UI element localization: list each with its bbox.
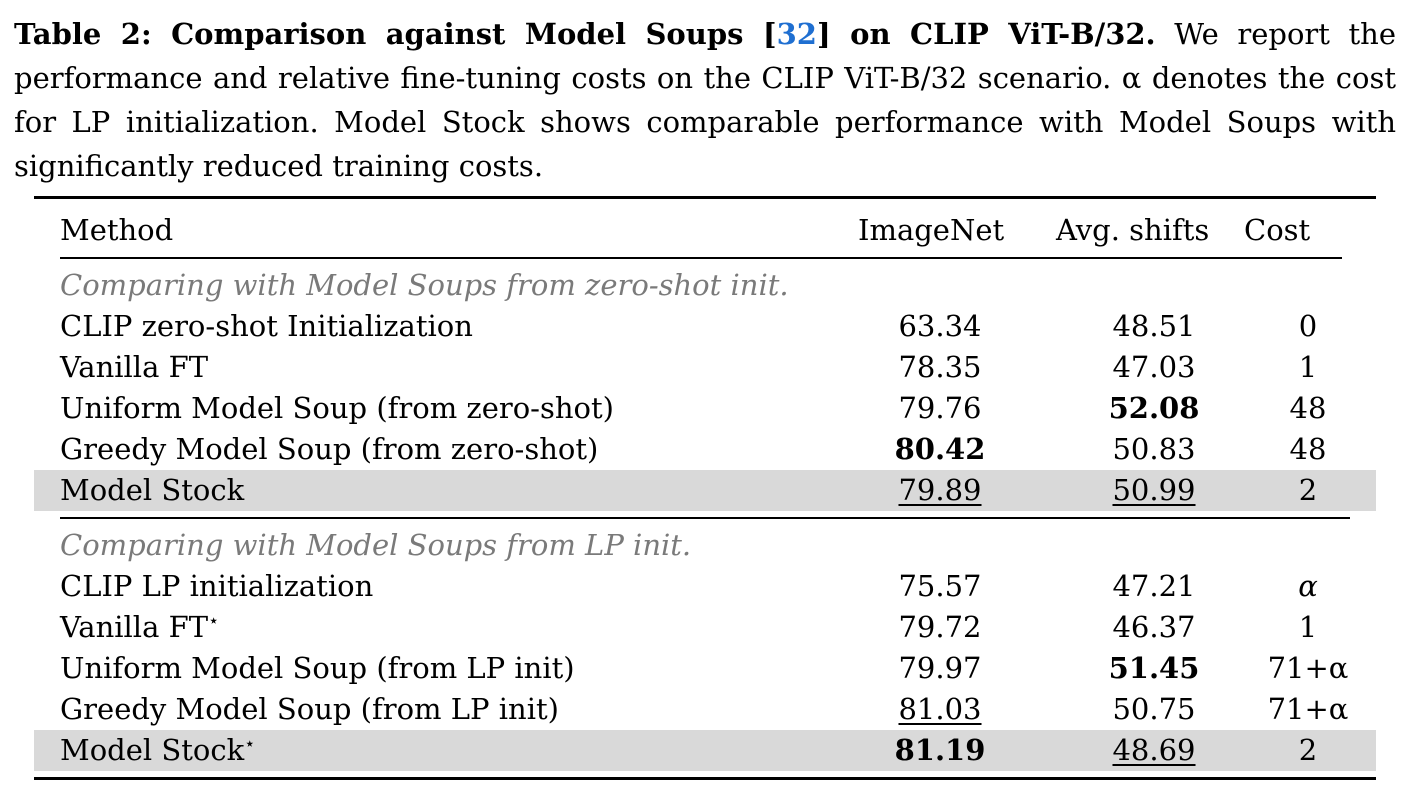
table-row: Greedy Model Soup (from LP init) 81.03 5… bbox=[34, 689, 1376, 730]
imagenet-cell-best: 80.42 bbox=[894, 432, 986, 466]
imagenet-cell: 79.97 bbox=[898, 651, 982, 685]
table-row-highlighted: Model Stock⋆ 81.19 48.69 2 bbox=[34, 730, 1376, 771]
imagenet-cell-second: 79.89 bbox=[858, 470, 1022, 511]
method-text: Model Stock bbox=[60, 733, 245, 767]
method-text: Vanilla FT bbox=[60, 610, 209, 644]
method-cell: Greedy Model Soup (from LP init) bbox=[60, 692, 559, 726]
imagenet-value: 79.89 bbox=[898, 473, 982, 507]
method-cell: CLIP zero-shot Initialization bbox=[60, 309, 473, 343]
group-label-lp: Comparing with Model Soups from LP init. bbox=[60, 528, 692, 562]
table-bottom-spacer bbox=[34, 771, 1376, 777]
shifts-cell: 47.03 bbox=[1112, 350, 1196, 384]
caption-label-end: ] on CLIP ViT-B/32. bbox=[816, 17, 1156, 51]
imagenet-cell-second: 81.03 bbox=[858, 689, 1022, 730]
method-cell: CLIP LP initialization bbox=[60, 569, 374, 603]
imagenet-cell: 78.35 bbox=[898, 350, 982, 384]
shifts-cell-best: 51.45 bbox=[1108, 651, 1200, 685]
star-marker: ⋆ bbox=[244, 733, 256, 755]
method-cell: Model Stock bbox=[60, 473, 245, 507]
imagenet-value: 81.03 bbox=[898, 692, 982, 726]
shifts-cell-second: 50.99 bbox=[1056, 470, 1252, 511]
method-cell: Vanilla FT bbox=[60, 350, 209, 384]
cost-cell: 48 bbox=[1289, 391, 1327, 425]
table-header-row: Method ImageNet Avg. shifts Cost bbox=[60, 199, 1342, 259]
shifts-value: 48.69 bbox=[1112, 733, 1196, 767]
cost-cell: 1 bbox=[1298, 350, 1318, 384]
group-separator bbox=[60, 517, 1350, 519]
shifts-cell-second: 48.69 bbox=[1056, 730, 1252, 771]
method-cell: Vanilla FT⋆ bbox=[60, 607, 219, 648]
table-caption: Table 2: Comparison against Model Soups … bbox=[14, 12, 1396, 188]
method-cell: Greedy Model Soup (from zero-shot) bbox=[60, 432, 599, 466]
table-row: Greedy Model Soup (from zero-shot) 80.42… bbox=[34, 429, 1376, 470]
shifts-cell-best: 52.08 bbox=[1108, 391, 1200, 425]
cost-cell: 2 bbox=[1298, 473, 1318, 507]
header-cost: Cost bbox=[1244, 213, 1311, 247]
cost-cell: α bbox=[1298, 569, 1318, 603]
group-label-row: Comparing with Model Soups from LP init. bbox=[34, 525, 1376, 566]
imagenet-cell: 79.76 bbox=[898, 391, 982, 425]
header-imagenet: ImageNet bbox=[858, 213, 1005, 247]
imagenet-cell-best: 81.19 bbox=[894, 733, 986, 767]
cost-cell: 2 bbox=[1298, 733, 1318, 767]
shifts-value: 50.99 bbox=[1112, 473, 1196, 507]
method-cell: Uniform Model Soup (from LP init) bbox=[60, 651, 575, 685]
shifts-cell: 50.75 bbox=[1112, 692, 1196, 726]
method-cell: Uniform Model Soup (from zero-shot) bbox=[60, 391, 614, 425]
table-row: Vanilla FT 78.35 47.03 1 bbox=[34, 347, 1376, 388]
group-label-row: Comparing with Model Soups from zero-sho… bbox=[34, 265, 1376, 306]
table-row: CLIP zero-shot Initialization 63.34 48.5… bbox=[34, 306, 1376, 347]
table-row: Uniform Model Soup (from zero-shot) 79.7… bbox=[34, 388, 1376, 429]
table-row: Uniform Model Soup (from LP init) 79.97 … bbox=[34, 648, 1376, 689]
citation-link[interactable]: 32 bbox=[776, 17, 817, 51]
shifts-cell: 46.37 bbox=[1112, 610, 1196, 644]
table-row: CLIP LP initialization 75.57 47.21 α bbox=[34, 566, 1376, 607]
results-table: Method ImageNet Avg. shifts Cost Compari… bbox=[34, 196, 1376, 780]
imagenet-cell: 63.34 bbox=[898, 309, 982, 343]
cost-cell: 1 bbox=[1298, 610, 1318, 644]
table-row: Vanilla FT⋆ 79.72 46.37 1 bbox=[34, 607, 1376, 648]
method-cell: Model Stock⋆ bbox=[60, 730, 255, 771]
cost-cell: 0 bbox=[1298, 309, 1318, 343]
cost-cell: 48 bbox=[1289, 432, 1327, 466]
shifts-cell: 50.83 bbox=[1112, 432, 1196, 466]
cost-cell: 71+α bbox=[1267, 692, 1349, 726]
imagenet-cell: 75.57 bbox=[898, 569, 982, 603]
shifts-cell: 48.51 bbox=[1112, 309, 1196, 343]
table-row-highlighted: Model Stock 79.89 50.99 2 bbox=[34, 470, 1376, 511]
header-avg-shifts: Avg. shifts bbox=[1056, 213, 1210, 247]
group-label-zero-shot: Comparing with Model Soups from zero-sho… bbox=[60, 268, 789, 302]
shifts-cell: 47.21 bbox=[1112, 569, 1196, 603]
imagenet-cell: 79.72 bbox=[898, 610, 982, 644]
caption-text: We report the performance and relative f… bbox=[14, 17, 1396, 183]
cost-cell: 71+α bbox=[1267, 651, 1349, 685]
caption-label: Table 2: Comparison against Model Soups … bbox=[14, 17, 777, 51]
star-marker: ⋆ bbox=[208, 610, 220, 632]
header-method: Method bbox=[60, 213, 174, 247]
